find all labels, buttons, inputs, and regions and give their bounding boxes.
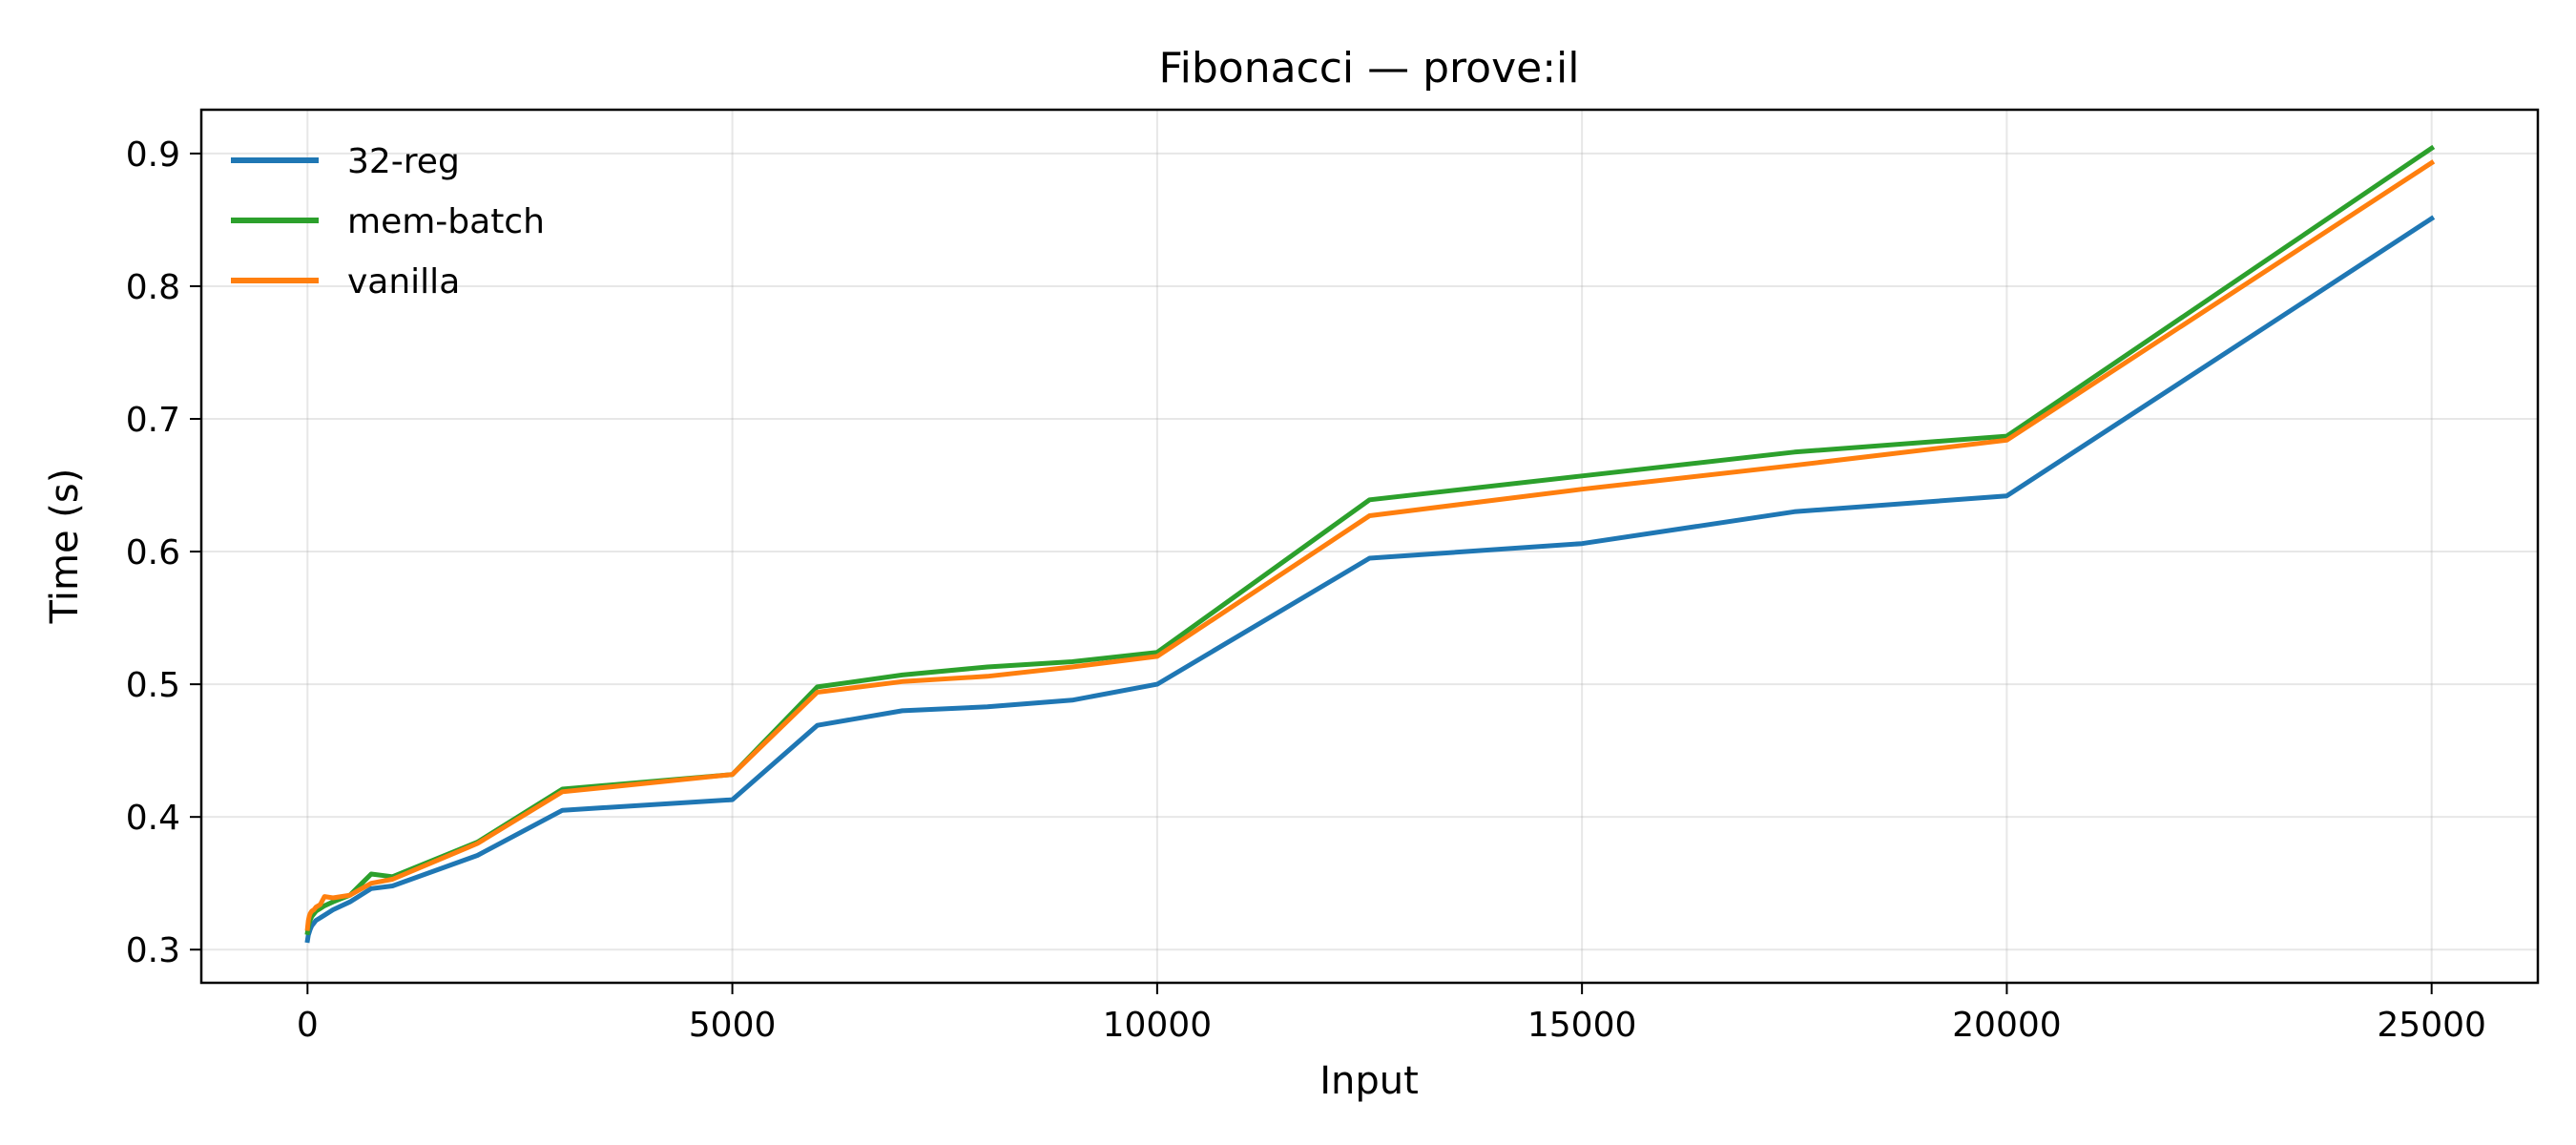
plot-frame bbox=[199, 108, 2540, 985]
series-group bbox=[304, 144, 2436, 944]
x-tick-label: 20000 bbox=[1952, 1006, 2062, 1045]
legend: 32-reg mem-batch vanilla bbox=[231, 142, 545, 302]
y-tick-label: 0.7 bbox=[126, 401, 180, 440]
legend-label-32-reg: 32-reg bbox=[347, 142, 460, 181]
x-tick-label: 5000 bbox=[689, 1006, 777, 1045]
legend-label-mem-batch: mem-batch bbox=[347, 202, 545, 241]
y-tick-label: 0.9 bbox=[126, 135, 180, 175]
y-tick-label: 0.5 bbox=[126, 666, 180, 705]
x-tick-label: 0 bbox=[297, 1006, 319, 1045]
y-tick-label: 0.6 bbox=[126, 533, 180, 572]
chart-title: Fibonacci — prove:il bbox=[1159, 44, 1580, 93]
x-tick-label: 25000 bbox=[2377, 1006, 2486, 1045]
x-tick-label: 15000 bbox=[1527, 1006, 1637, 1045]
legend-label-vanilla: vanilla bbox=[347, 262, 460, 302]
x-ticks: 0 5000 10000 15000 20000 25000 bbox=[297, 983, 2486, 1045]
y-ticks: 0.3 0.4 0.5 0.6 0.7 0.8 0.9 bbox=[126, 135, 201, 970]
grid bbox=[201, 110, 2538, 983]
y-axis-label: Time (s) bbox=[43, 468, 87, 625]
x-axis-label: Input bbox=[1319, 1059, 1419, 1103]
y-tick-label: 0.8 bbox=[126, 268, 180, 307]
x-tick-label: 10000 bbox=[1103, 1006, 1213, 1045]
series-line-vanilla bbox=[304, 159, 2436, 931]
y-tick-label: 0.3 bbox=[126, 931, 180, 970]
series-line-32-reg bbox=[304, 215, 2436, 944]
y-tick-label: 0.4 bbox=[126, 799, 180, 838]
